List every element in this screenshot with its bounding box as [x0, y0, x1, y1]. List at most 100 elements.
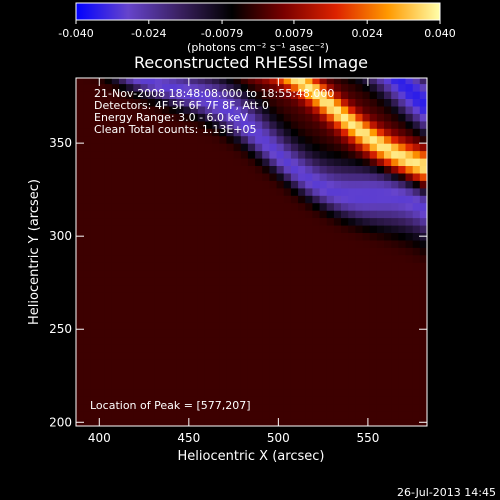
heatmap-cell — [169, 321, 177, 330]
heatmap-cell — [348, 113, 356, 122]
heatmap-cell — [269, 292, 278, 300]
heatmap-cell — [190, 158, 199, 166]
heatmap-cell — [104, 172, 113, 181]
heatmap-cell — [290, 195, 299, 204]
heatmap-cell — [312, 344, 321, 353]
heatmap-cell — [319, 351, 328, 360]
heatmap-cell — [119, 210, 127, 219]
heatmap-cell — [355, 202, 364, 211]
heatmap-cell — [140, 239, 149, 248]
heatmap-cell — [247, 418, 256, 426]
heatmap-cell — [133, 262, 142, 271]
heatmap-cell — [283, 284, 292, 293]
heatmap-cell — [226, 262, 235, 271]
heatmap-cell — [405, 344, 414, 353]
heatmap-cell — [140, 373, 149, 382]
heatmap-cell — [326, 396, 335, 405]
heatmap-cell — [126, 314, 134, 323]
heatmap-cell — [326, 78, 335, 85]
heatmap-cell — [412, 83, 421, 92]
heatmap-cell — [341, 329, 349, 338]
heatmap-cell — [119, 396, 127, 405]
heatmap-cell — [76, 165, 84, 174]
heatmap-cell — [341, 120, 349, 129]
heatmap-cell — [384, 232, 392, 241]
heatmap-cell — [219, 135, 228, 144]
heatmap-cell — [312, 180, 321, 189]
heatmap-cell — [355, 336, 364, 345]
heatmap-cell — [341, 158, 349, 166]
heatmap-cell — [111, 232, 120, 241]
heatmap-cell — [312, 105, 321, 114]
heatmap-cell — [176, 202, 185, 211]
heatmap-cell — [212, 359, 220, 367]
heatmap-cell — [269, 165, 278, 174]
heatmap-cell — [391, 411, 399, 420]
heatmap-cell — [290, 78, 299, 85]
heatmap-cell — [204, 321, 213, 330]
heatmap-cell — [398, 83, 407, 92]
heatmap-cell — [204, 83, 213, 92]
heatmap-cell — [104, 232, 113, 241]
heatmap-cell — [283, 135, 292, 144]
heatmap-cell — [247, 306, 256, 315]
heatmap-cell — [119, 150, 127, 159]
heatmap-cell — [183, 277, 192, 286]
heatmap-cell — [111, 373, 120, 382]
heatmap-cell — [312, 98, 321, 107]
heatmap-cell — [240, 336, 249, 345]
heatmap-cell — [276, 239, 285, 248]
heatmap-cell — [369, 143, 378, 152]
heatmap-cell — [405, 396, 414, 405]
heatmap-cell — [326, 239, 335, 248]
heatmap-cell — [290, 113, 299, 122]
heatmap-cell — [183, 113, 192, 122]
heatmap-cell — [154, 277, 163, 286]
heatmap-cell — [126, 388, 134, 397]
heatmap-cell — [247, 165, 256, 174]
heatmap-cell — [219, 403, 228, 412]
heatmap-cell — [169, 187, 177, 196]
heatmap-cell — [219, 172, 228, 181]
heatmap-cell — [169, 314, 177, 323]
heatmap-cell — [333, 172, 342, 181]
heatmap-cell — [212, 247, 220, 256]
heatmap-cell — [97, 403, 106, 412]
heatmap-cell — [204, 78, 213, 85]
heatmap-cell — [412, 232, 421, 241]
heatmap-cell — [183, 344, 192, 353]
heatmap-cell — [405, 150, 414, 159]
heatmap-cell — [276, 344, 285, 353]
heatmap-cell — [111, 277, 120, 286]
heatmap-cell — [204, 158, 213, 166]
heatmap-cell — [240, 78, 249, 85]
heatmap-cell — [276, 314, 285, 323]
heatmap-cell — [247, 292, 256, 300]
heatmap-cell — [376, 366, 385, 375]
heatmap-cell — [298, 381, 306, 390]
heatmap-cell — [126, 165, 134, 174]
heatmap-cell — [219, 336, 228, 345]
heatmap-cell — [376, 239, 385, 248]
heatmap-cell — [384, 143, 392, 152]
heatmap-cell — [219, 128, 228, 137]
heatmap-cell — [319, 210, 328, 219]
heatmap-cell — [283, 225, 292, 233]
heatmap-cell — [126, 299, 134, 308]
heatmap-cell — [233, 83, 242, 92]
heatmap-cell — [290, 262, 299, 271]
heatmap-cell — [369, 292, 378, 300]
heatmap-cell — [169, 98, 177, 107]
heatmap-cell — [348, 232, 356, 241]
heatmap-cell — [219, 388, 228, 397]
heatmap-cell — [419, 195, 427, 204]
heatmap-cell — [76, 180, 84, 189]
heatmap-cell — [233, 381, 242, 390]
heatmap-cell — [348, 135, 356, 144]
heatmap-cell — [419, 105, 427, 114]
heatmap-cell — [255, 98, 263, 107]
heatmap-cell — [147, 143, 156, 152]
heatmap-cell — [119, 195, 127, 204]
heatmap-cell — [391, 225, 399, 233]
heatmap-cell — [140, 165, 149, 174]
